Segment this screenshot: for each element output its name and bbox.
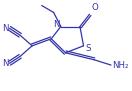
Text: N: N: [53, 20, 59, 29]
Text: N: N: [2, 24, 8, 33]
Text: N: N: [2, 59, 8, 68]
Text: O: O: [92, 3, 99, 12]
Text: NH₂: NH₂: [112, 61, 129, 70]
Text: S: S: [86, 44, 91, 53]
